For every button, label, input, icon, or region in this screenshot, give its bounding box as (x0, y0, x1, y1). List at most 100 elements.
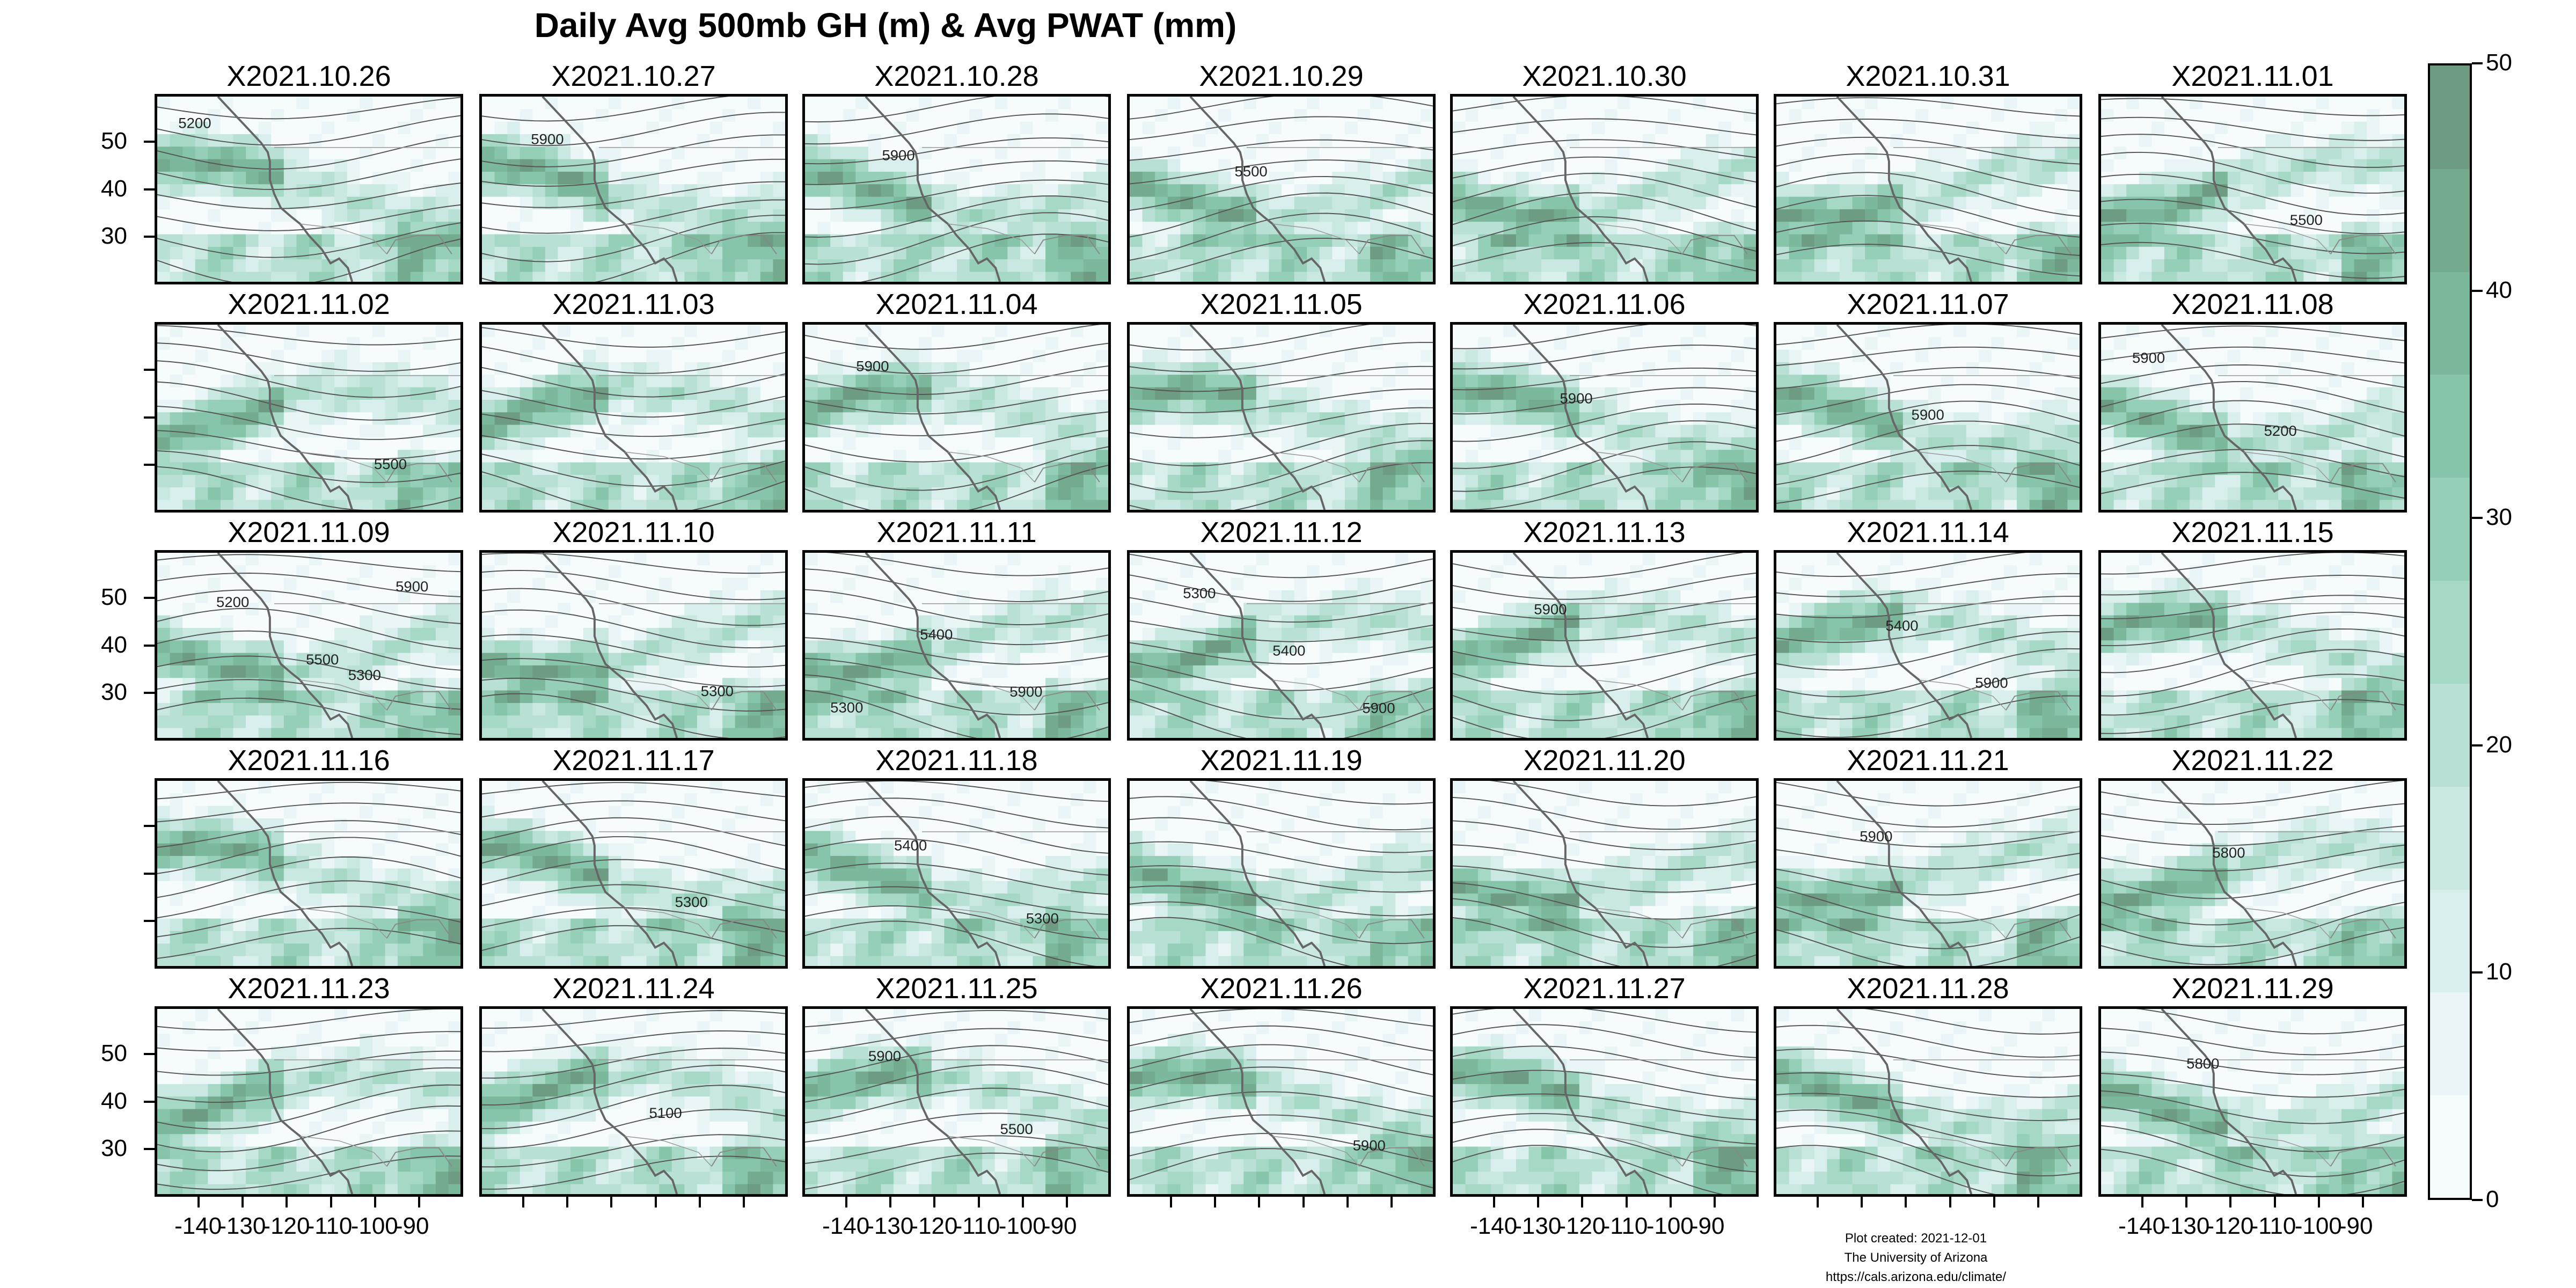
panel-title: X2021.11.28 (1847, 972, 2009, 1005)
lon-tick-mark (1214, 1197, 1217, 1208)
lon-tick-mark (1346, 1197, 1349, 1208)
lon-tick-label: -110 (954, 1213, 1000, 1239)
coastlines (217, 97, 460, 282)
map-panel-svg: 5500 5900 (805, 1009, 1108, 1194)
lon-tick-label: -140 (174, 1213, 222, 1239)
coastlines (1512, 97, 1756, 282)
coastlines (2161, 325, 2404, 510)
lon-tick-mark (1065, 1197, 1068, 1208)
map-panel: 5200 (155, 94, 463, 284)
lat-tick-mark (144, 140, 155, 143)
map-panel (1450, 1006, 1759, 1197)
map-panel-svg (1130, 781, 1433, 966)
colorbar-label: 30 (2486, 504, 2512, 531)
lat-tick-mark (144, 692, 155, 694)
map-panel: 5300 5400 5900 (1127, 550, 1436, 741)
colorbar-tick (2472, 971, 2483, 974)
contour-label: 5500 (374, 456, 407, 472)
lat-tick-label: 40 (101, 631, 127, 658)
gh-contours (1776, 1009, 2080, 1194)
contour-label: 5300 (830, 699, 863, 716)
contour-label: 5400 (920, 626, 953, 642)
lat-tick-label: 50 (101, 1040, 127, 1066)
panel-title: X2021.11.25 (875, 972, 1038, 1005)
contour-label: 5900 (1975, 675, 2008, 691)
coastlines (1836, 1009, 2080, 1194)
map-panel-svg: 5300 5400 5900 (805, 553, 1108, 738)
contour-label: 5200 (2264, 422, 2297, 439)
coastlines (541, 325, 785, 510)
coastlines (1189, 781, 1433, 966)
contour-label: 5900 (531, 131, 564, 148)
panel-title: X2021.11.08 (2171, 288, 2334, 320)
colorbar-band (2430, 65, 2470, 169)
colorbar-tick (2472, 1199, 2483, 1201)
lon-tick-label: -130 (218, 1213, 266, 1239)
coastlines (217, 1009, 460, 1194)
panel-title: X2021.11.02 (228, 288, 390, 320)
lon-tick-mark (197, 1197, 200, 1208)
lon-tick-label: -100 (998, 1213, 1046, 1239)
coastlines (1512, 553, 1756, 738)
lon-tick-mark (933, 1197, 936, 1208)
lon-tick-mark (977, 1197, 980, 1208)
colorbar-label: 50 (2486, 49, 2512, 76)
lon-tick-mark (2037, 1197, 2039, 1208)
lon-tick-mark (742, 1197, 745, 1208)
lon-tick-label: -100 (2294, 1213, 2342, 1239)
coastlines (217, 781, 460, 966)
pwat-field (482, 553, 785, 738)
pwat-field (1130, 325, 1433, 510)
lon-tick-mark (522, 1197, 525, 1208)
map-panel: 5300 5400 (802, 778, 1111, 969)
footer-created: Plot created: 2021-12-01 (1845, 1231, 1987, 1246)
panel-title: X2021.11.24 (552, 972, 715, 1005)
map-panel: 5500 (155, 322, 463, 513)
lon-tick-label: -90 (1690, 1213, 1725, 1239)
lon-tick-mark (1537, 1197, 1540, 1208)
map-panel-svg (1453, 1009, 1756, 1194)
lon-tick-mark (2317, 1197, 2320, 1208)
map-panel: 5500 5900 (802, 1006, 1111, 1197)
coastlines (1836, 325, 2080, 510)
colorbar-band (2430, 271, 2470, 375)
map-panel: 5800 (2098, 1006, 2407, 1197)
gh-contours (1776, 781, 2080, 966)
gh-contours (1776, 553, 2080, 738)
contour-label: 5400 (894, 837, 927, 853)
lon-tick-label: -120 (2206, 1213, 2254, 1239)
lon-tick-label: -140 (822, 1213, 870, 1239)
lon-tick-label: -120 (262, 1213, 310, 1239)
colorbar-label: 0 (2486, 1186, 2499, 1212)
colorbar-band (2430, 889, 2470, 993)
pwat-field (805, 553, 1108, 738)
panel-title: X2021.11.11 (876, 516, 1037, 548)
contour-label: 5900 (1353, 1137, 1386, 1154)
pwat-field (1776, 781, 2080, 966)
coastlines (1836, 553, 2080, 738)
map-panel: 5800 (2098, 778, 2407, 969)
lon-tick-mark (1493, 1197, 1496, 1208)
map-panel-svg (1776, 97, 2080, 282)
panel-title: X2021.10.31 (1846, 60, 2010, 92)
panel-title: X2021.11.13 (1523, 516, 1686, 548)
contour-label: 5900 (856, 358, 889, 375)
contour-label: 5500 (2290, 211, 2323, 228)
coastlines (2161, 1009, 2404, 1194)
panel-title: X2021.11.18 (875, 744, 1038, 777)
panel-title: X2021.10.26 (226, 60, 391, 92)
panel-title: X2021.11.26 (1200, 972, 1363, 1005)
lat-tick-mark (144, 920, 155, 923)
lon-tick-mark (1949, 1197, 1951, 1208)
pwat-field (482, 97, 785, 282)
gh-contours (1453, 325, 1756, 510)
colorbar-band (2430, 580, 2470, 684)
colorbar-band (2430, 477, 2470, 581)
map-panel (1774, 1006, 2082, 1197)
map-panel-svg: 5900 (1453, 553, 1756, 738)
map-panel-svg: 5900 (805, 325, 1108, 510)
lon-tick-mark (889, 1197, 892, 1208)
colorbar-tick (2472, 744, 2483, 747)
panel-title: X2021.11.10 (552, 516, 715, 548)
lat-tick-mark (144, 1100, 155, 1103)
